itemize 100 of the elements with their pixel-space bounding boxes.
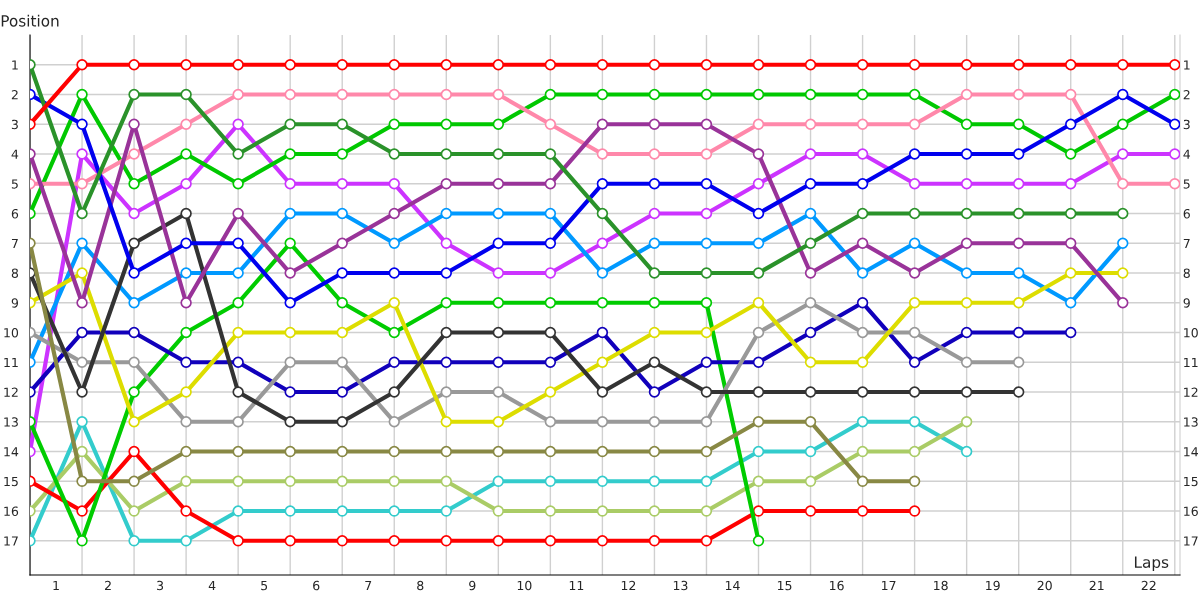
point bbox=[648, 178, 661, 190]
point bbox=[284, 207, 296, 220]
point bbox=[180, 207, 192, 220]
point bbox=[1117, 88, 1129, 101]
y2-tick-label: 13 bbox=[1184, 417, 1198, 427]
point bbox=[752, 535, 765, 547]
point bbox=[960, 356, 973, 368]
point bbox=[960, 386, 973, 398]
point bbox=[856, 88, 869, 101]
point bbox=[908, 445, 921, 458]
point bbox=[128, 416, 140, 428]
point bbox=[648, 148, 661, 160]
point bbox=[128, 297, 140, 309]
point bbox=[232, 88, 244, 101]
point bbox=[180, 326, 192, 339]
point bbox=[960, 326, 973, 339]
point bbox=[1065, 267, 1077, 279]
x-tick-label: 20 bbox=[1037, 580, 1052, 591]
point bbox=[180, 178, 192, 190]
point bbox=[752, 178, 765, 190]
point bbox=[1117, 178, 1129, 190]
point bbox=[596, 445, 609, 458]
point bbox=[596, 118, 609, 130]
point bbox=[388, 416, 400, 428]
point bbox=[752, 118, 765, 130]
point bbox=[440, 416, 452, 428]
point bbox=[544, 416, 557, 428]
point bbox=[492, 237, 505, 249]
point bbox=[492, 326, 505, 339]
point bbox=[388, 178, 400, 190]
point bbox=[336, 475, 348, 487]
x-tick-label: 18 bbox=[934, 580, 948, 591]
point bbox=[752, 148, 765, 160]
point bbox=[804, 178, 817, 190]
point bbox=[1117, 148, 1129, 160]
point bbox=[804, 416, 817, 428]
point bbox=[804, 326, 817, 339]
point bbox=[960, 207, 973, 220]
point bbox=[752, 297, 765, 309]
y2-tick-label: 12 bbox=[1184, 387, 1198, 397]
x-tick-label: 1 bbox=[53, 580, 59, 591]
point bbox=[1012, 237, 1025, 249]
point bbox=[1012, 267, 1025, 279]
point bbox=[804, 356, 817, 368]
point bbox=[700, 475, 713, 487]
point bbox=[804, 297, 817, 309]
point bbox=[440, 59, 452, 71]
point bbox=[804, 207, 817, 220]
y-tick-label: 16 bbox=[4, 506, 19, 516]
point bbox=[1117, 237, 1129, 249]
point bbox=[648, 59, 661, 71]
point bbox=[492, 297, 505, 309]
point bbox=[1012, 59, 1025, 71]
y-tick-label: 5 bbox=[11, 179, 18, 189]
point bbox=[440, 297, 452, 309]
point bbox=[1169, 178, 1180, 190]
y2-tick-label: 4 bbox=[1183, 149, 1191, 159]
point bbox=[76, 535, 88, 547]
point bbox=[648, 535, 661, 547]
point bbox=[856, 178, 869, 190]
point bbox=[544, 326, 557, 339]
point bbox=[544, 356, 557, 368]
point bbox=[1012, 386, 1025, 398]
x-tick-label: 15 bbox=[777, 580, 792, 591]
point bbox=[908, 267, 921, 279]
point bbox=[908, 326, 921, 339]
point bbox=[232, 118, 244, 130]
x-tick-label: 16 bbox=[829, 580, 844, 591]
point bbox=[752, 88, 765, 101]
point bbox=[76, 356, 88, 368]
point bbox=[700, 535, 713, 547]
point bbox=[492, 148, 505, 160]
point bbox=[544, 297, 557, 309]
point bbox=[128, 475, 140, 487]
point bbox=[700, 297, 713, 309]
point bbox=[700, 356, 713, 368]
point bbox=[128, 505, 140, 517]
x-axis-title: Laps bbox=[1134, 556, 1169, 571]
point bbox=[752, 267, 765, 279]
y2-tick-label: 1 bbox=[1184, 60, 1190, 70]
y2-tick-label: 14 bbox=[1184, 447, 1198, 457]
point bbox=[596, 386, 609, 398]
point bbox=[596, 59, 609, 71]
point bbox=[544, 386, 557, 398]
point bbox=[76, 178, 88, 190]
point bbox=[908, 118, 921, 130]
y-tick-label: 3 bbox=[11, 119, 18, 130]
point bbox=[648, 118, 661, 130]
point bbox=[232, 297, 244, 309]
point bbox=[1065, 326, 1077, 339]
point bbox=[440, 386, 452, 398]
point bbox=[440, 207, 452, 220]
point bbox=[232, 207, 244, 220]
point bbox=[908, 88, 921, 101]
point bbox=[596, 356, 609, 368]
x-tick-label: 5 bbox=[261, 580, 268, 591]
point bbox=[284, 267, 296, 279]
point bbox=[440, 445, 452, 458]
point bbox=[284, 297, 296, 309]
point bbox=[804, 475, 817, 487]
